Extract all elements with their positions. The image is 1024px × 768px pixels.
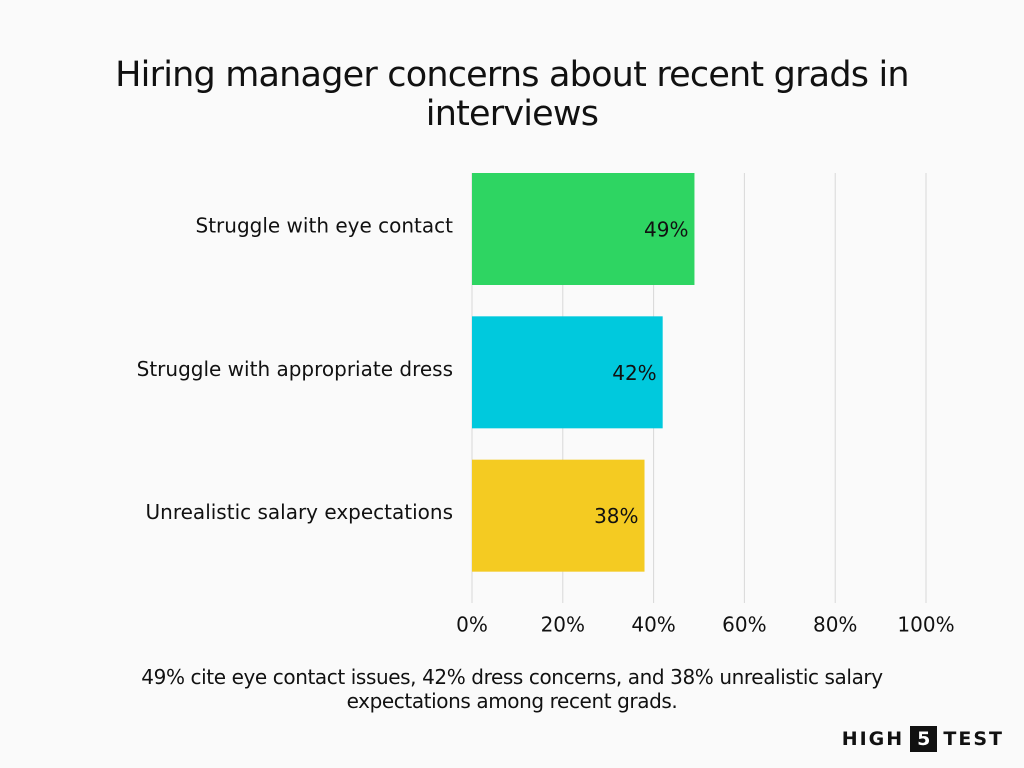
x-tick-label: 100% [897, 613, 954, 637]
logo-text: TEST [943, 728, 1004, 750]
logo-mark: 5 [910, 726, 938, 752]
x-tick-label: 0% [456, 613, 488, 637]
chart-title: Hiring manager concerns about recent gra… [115, 55, 909, 134]
caption: 49% cite eye contact issues, 42% dress c… [141, 665, 883, 713]
logo: HIGH 5 TEST [842, 726, 1004, 752]
category-label: Struggle with eye contact [196, 214, 454, 238]
x-tick-label: 80% [813, 613, 857, 637]
logo-text: HIGH [841, 728, 905, 750]
x-tick-label: 60% [722, 613, 766, 637]
category-label: Struggle with appropriate dress [137, 357, 453, 381]
x-tick-label: 20% [541, 613, 585, 637]
value-label: 49% [644, 218, 688, 242]
value-label: 42% [612, 361, 656, 385]
bar [472, 316, 663, 429]
value-label: 38% [594, 504, 638, 528]
x-tick-label: 40% [631, 613, 675, 637]
bar [472, 173, 695, 285]
bar [472, 459, 645, 572]
category-label: Unrealistic salary expectations [146, 500, 453, 524]
